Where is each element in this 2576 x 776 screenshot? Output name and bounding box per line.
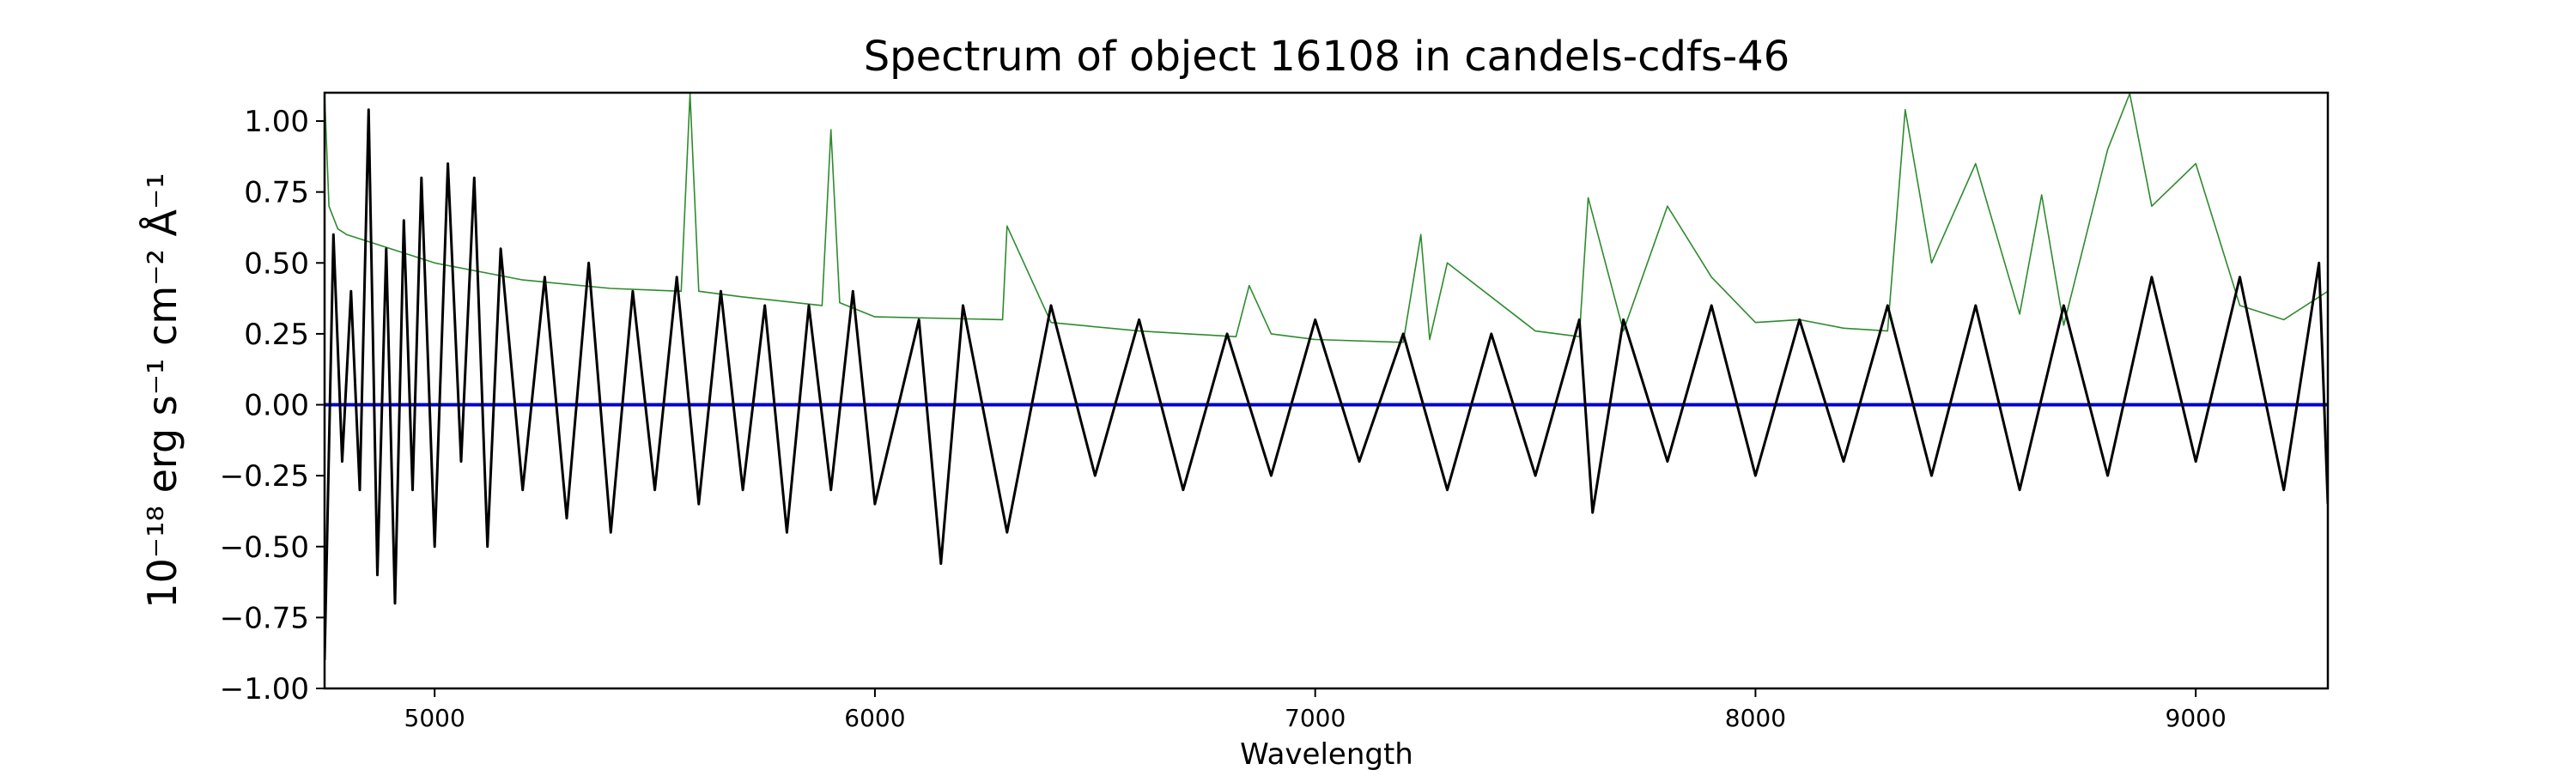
plot-frame: [323, 91, 2330, 690]
x-tick-label: 6000: [844, 704, 905, 732]
y-tick-label: 0.25: [244, 318, 309, 352]
plot-background: [325, 93, 2328, 688]
chart-title: Spectrum of object 16108 in candels-cdfs…: [864, 33, 1790, 81]
x-axis-label: Wavelength: [1240, 737, 1413, 772]
series-layer: [325, 93, 2328, 661]
y-axis: −1.00 −0.75 −0.50 −0.25 0.00 0.25 0.50 0.75 1.00: [220, 105, 325, 706]
y-tick-label: 1.00: [244, 105, 309, 139]
y-tick-label: −0.75: [220, 601, 309, 635]
y-tick-label: −0.50: [220, 530, 309, 565]
error-series-line: [325, 93, 2328, 343]
y-tick-label: 0.00: [244, 389, 309, 423]
x-tick-label: 7000: [1285, 704, 1346, 732]
x-tick-label: 8000: [1725, 704, 1786, 732]
y-axis-label: 10⁻¹⁸ erg s⁻¹ cm⁻² Å⁻¹: [139, 173, 185, 608]
x-tick-label: 9000: [2166, 704, 2227, 732]
plot-area: [323, 91, 2330, 690]
y-tick-label: −0.25: [220, 459, 309, 494]
y-tick-label: −1.00: [220, 672, 309, 706]
flux-series-line: [325, 108, 2328, 661]
x-axis: 5000 6000 7000 8000 9000: [404, 688, 2227, 732]
y-tick-label: 0.75: [244, 176, 309, 210]
y-tick-label: 0.50: [244, 246, 309, 281]
x-tick-label: 5000: [404, 704, 465, 732]
